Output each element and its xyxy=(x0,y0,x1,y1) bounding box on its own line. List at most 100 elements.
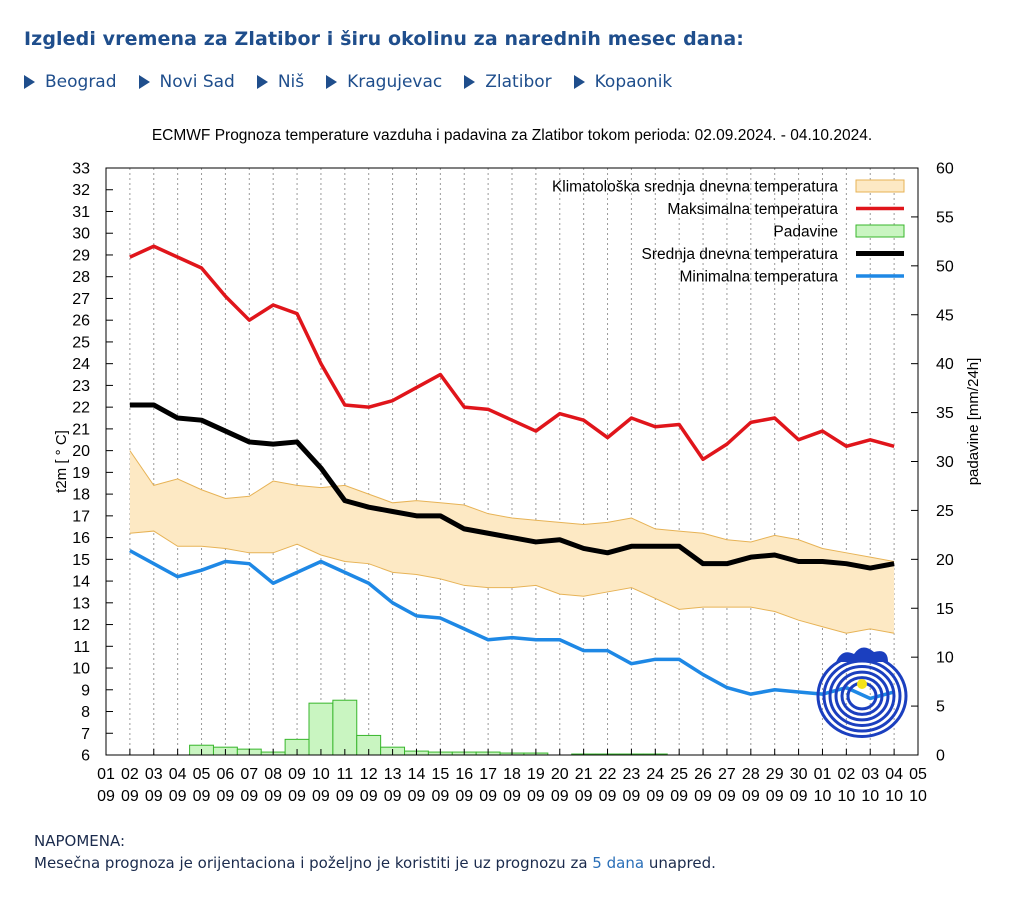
legend-swatch-precip xyxy=(855,224,905,238)
y-tick-label: 26 xyxy=(72,313,90,330)
y-tick-label: 21 xyxy=(72,421,90,438)
x-tick-month-label: 09 xyxy=(646,788,664,805)
x-tick-month-label: 09 xyxy=(336,788,354,805)
y-tick-label: 30 xyxy=(72,226,90,243)
y-tick-label: 29 xyxy=(72,247,90,264)
x-tick-day-label: 07 xyxy=(240,766,258,783)
logo-sun xyxy=(857,679,867,689)
y-tick-label: 19 xyxy=(72,465,90,482)
city-link-label: Kragujevac xyxy=(347,72,443,92)
x-tick-month-label: 09 xyxy=(193,788,211,805)
x-tick-day-label: 04 xyxy=(169,766,187,783)
city-link-zlatibor[interactable]: Zlatibor xyxy=(464,72,552,92)
x-tick-day-label: 05 xyxy=(193,766,211,783)
city-link-kopaonik[interactable]: Kopaonik xyxy=(573,72,673,92)
arrow-right-icon xyxy=(256,75,268,89)
x-tick-day-label: 19 xyxy=(527,766,545,783)
max-temp-line xyxy=(129,244,895,462)
x-tick-day-label: 16 xyxy=(455,766,473,783)
x-tick-month-label: 09 xyxy=(718,788,736,805)
city-link-novi-sad[interactable]: Novi Sad xyxy=(138,72,235,92)
y2-tick-label: 60 xyxy=(936,161,954,178)
legend-swatch-climatology xyxy=(855,179,905,193)
x-tick-day-label: 23 xyxy=(623,766,641,783)
logo-cloud xyxy=(836,647,888,662)
x-tick-month-label: 09 xyxy=(360,788,378,805)
legend-label: Maksimalna temperatura xyxy=(667,201,838,218)
y-tick-label: 25 xyxy=(72,334,90,351)
x-tick-month-label: 09 xyxy=(670,788,688,805)
x-tick-day-label: 17 xyxy=(479,766,497,783)
x-tick-month-label: 09 xyxy=(575,788,593,805)
x-tick-day-label: 08 xyxy=(264,766,282,783)
x-tick-day-label: 28 xyxy=(742,766,760,783)
note: NAPOMENA: Mesečna prognoza je orijentaci… xyxy=(34,830,716,874)
city-link-kragujevac[interactable]: Kragujevac xyxy=(326,72,442,92)
x-tick-day-label: 18 xyxy=(503,766,521,783)
x-tick-day-label: 14 xyxy=(408,766,426,783)
x-tick-month-label: 09 xyxy=(742,788,760,805)
y2-tick-label: 30 xyxy=(936,454,954,471)
x-tick-month-label: 09 xyxy=(384,788,402,805)
x-tick-month-label: 09 xyxy=(288,788,306,805)
x-tick-day-label: 06 xyxy=(217,766,235,783)
x-tick-month-label: 09 xyxy=(527,788,545,805)
x-tick-day-label: 30 xyxy=(790,766,808,783)
arrow-right-icon xyxy=(138,75,150,89)
precip-bar xyxy=(308,702,334,756)
x-tick-day-label: 13 xyxy=(384,766,402,783)
y-tick-label: 12 xyxy=(72,617,90,634)
x-tick-day-label: 12 xyxy=(360,766,378,783)
x-tick-month-label: 10 xyxy=(837,788,855,805)
city-link-nis[interactable]: Niš xyxy=(256,72,304,92)
five-day-forecast-link[interactable]: 5 dana xyxy=(592,854,645,872)
legend-label: Srednja dnevna temperatura xyxy=(642,246,839,263)
x-tick-day-label: 21 xyxy=(575,766,593,783)
y-tick-label: 24 xyxy=(72,356,90,373)
y2-tick-label: 50 xyxy=(936,258,954,275)
note-text-after: unapred. xyxy=(648,854,716,872)
x-tick-month-label: 10 xyxy=(861,788,879,805)
climatology-band xyxy=(129,450,895,634)
y2-tick-label: 5 xyxy=(936,699,945,716)
y-tick-label: 10 xyxy=(72,661,90,678)
y-tick-label: 28 xyxy=(72,269,90,286)
y2-tick-label: 40 xyxy=(936,356,954,373)
city-link-beograd[interactable]: Beograd xyxy=(24,72,117,92)
x-tick-day-label: 29 xyxy=(766,766,784,783)
y-tick-label: 23 xyxy=(72,378,90,395)
arrow-right-icon xyxy=(573,75,585,89)
x-tick-month-label: 09 xyxy=(431,788,449,805)
x-tick-month-label: 09 xyxy=(312,788,330,805)
legend-label: Minimalna temperatura xyxy=(679,269,838,286)
x-tick-day-label: 26 xyxy=(694,766,712,783)
x-tick-day-label: 02 xyxy=(121,766,139,783)
x-tick-month-label: 09 xyxy=(240,788,258,805)
logo-ring xyxy=(834,670,890,722)
legend-label: Klimatološka srednja dnevna temperatura xyxy=(552,179,838,196)
city-link-label: Novi Sad xyxy=(159,72,235,92)
note-text: Mesečna prognoza je orijentaciona i pože… xyxy=(34,852,716,874)
x-tick-month-label: 09 xyxy=(408,788,426,805)
logo-icon xyxy=(816,647,908,738)
y-tick-label: 33 xyxy=(72,161,90,178)
x-tick-day-label: 01 xyxy=(97,766,115,783)
x-tick-month-label: 09 xyxy=(551,788,569,805)
x-tick-month-label: 09 xyxy=(145,788,163,805)
x-tick-month-label: 09 xyxy=(694,788,712,805)
mean-temp-line xyxy=(129,402,895,571)
forecast-chart: ECMWF Prognoza temperature vazduha i pad… xyxy=(53,127,982,805)
x-tick-month-label: 09 xyxy=(97,788,115,805)
x-tick-month-label: 09 xyxy=(121,788,139,805)
x-tick-month-label: 09 xyxy=(479,788,497,805)
city-link-label: Kopaonik xyxy=(594,72,673,92)
arrow-right-icon xyxy=(326,75,338,89)
y-tick-label: 13 xyxy=(72,595,90,612)
logo-ring xyxy=(840,676,884,716)
x-tick-day-label: 20 xyxy=(551,766,569,783)
x-tick-month-label: 09 xyxy=(503,788,521,805)
min-temp-line xyxy=(129,549,895,701)
x-tick-month-label: 09 xyxy=(217,788,235,805)
y2-tick-label: 55 xyxy=(936,209,954,226)
y2-tick-label: 25 xyxy=(936,503,954,520)
